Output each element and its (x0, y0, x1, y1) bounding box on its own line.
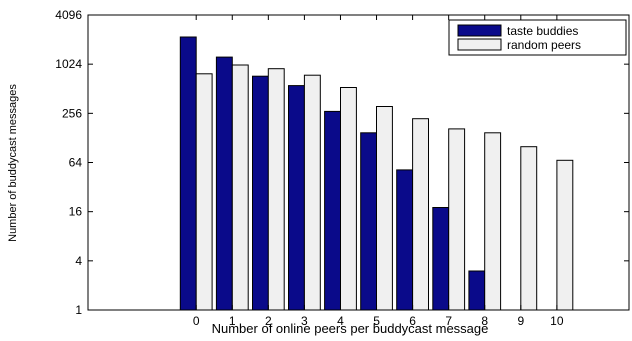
y-tick-label: 16 (69, 205, 83, 219)
bar-taste-buddies-1 (215, 56, 233, 311)
x-axis-label: Number of online peers per buddycast mes… (212, 321, 489, 336)
bar-taste-buddies-6 (396, 169, 414, 311)
bar-random-peers-1 (231, 64, 249, 311)
x-tick-label: 10 (550, 314, 564, 328)
y-tick-label: 4 (75, 254, 82, 268)
y-tick-label: 1024 (55, 57, 82, 71)
x-tick-label: 8 (481, 314, 488, 328)
legend: taste buddies random peers (448, 19, 627, 56)
bar-random-peers-10 (556, 159, 574, 311)
y-tick-label: 256 (62, 106, 82, 120)
bar-random-peers-8 (484, 132, 502, 311)
x-tick-label: 9 (517, 314, 524, 328)
bars-group (179, 36, 574, 311)
bar-random-peers-9 (520, 146, 538, 311)
x-tick-label: 3 (301, 314, 308, 328)
x-tick-label: 7 (445, 314, 452, 328)
bar-taste-buddies-5 (360, 132, 378, 311)
bar-random-peers-2 (267, 68, 285, 311)
bar-taste-buddies-4 (324, 110, 342, 311)
x-tick-label: 4 (337, 314, 344, 328)
legend-label-taste-buddies: taste buddies (507, 24, 578, 38)
bar-random-peers-5 (376, 106, 393, 311)
plot-frame (87, 14, 630, 311)
bar-taste-buddies-2 (252, 75, 269, 311)
bar-taste-buddies-0 (179, 36, 197, 311)
y-tick-label: 1 (75, 303, 82, 317)
bar-random-peers-7 (448, 128, 466, 311)
y-axis-ticks: 1 4 16 64 256 1024 4096 (55, 8, 629, 317)
legend-label-random-peers: random peers (507, 38, 581, 52)
x-tick-label: 6 (409, 314, 416, 328)
bar-taste-buddies-3 (288, 85, 305, 311)
bar-random-peers-0 (195, 73, 213, 311)
bar-random-peers-6 (412, 118, 430, 311)
bar-random-peers-3 (303, 74, 321, 311)
x-tick-label: 1 (229, 314, 236, 328)
legend-swatch-random-peers (457, 38, 502, 51)
legend-swatch-taste-buddies (457, 24, 502, 37)
x-tick-label: 2 (265, 314, 272, 328)
bar-taste-buddies-8 (468, 270, 486, 311)
y-tick-label: 64 (69, 156, 83, 170)
y-tick-label: 4096 (55, 8, 82, 22)
x-tick-label: 5 (373, 314, 380, 328)
x-tick-label: 0 (193, 314, 200, 328)
x-axis-ticks: 0 1 2 3 4 5 6 7 8 9 10 (193, 15, 564, 328)
bar-random-peers-4 (340, 87, 357, 311)
y-axis-label: Number of buddycast messages (7, 84, 19, 242)
bar-taste-buddies-7 (432, 207, 450, 311)
